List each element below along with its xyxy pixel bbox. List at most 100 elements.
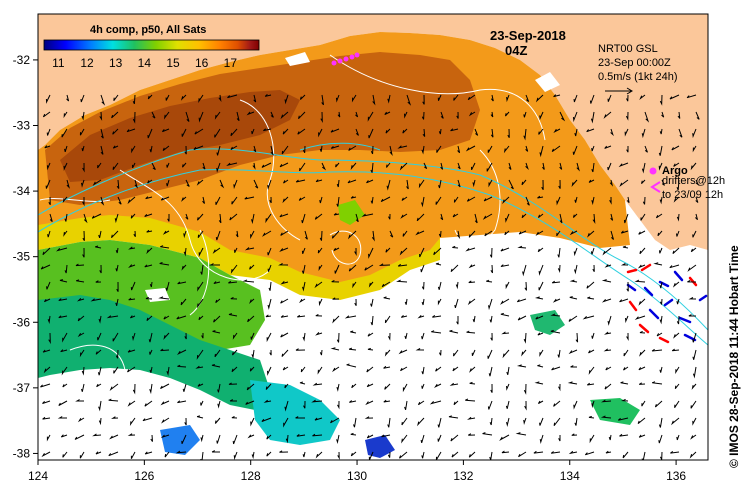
current-arrow [200,434,204,443]
current-arrow [99,264,102,274]
current-arrow [550,329,561,334]
current-arrow [471,349,476,357]
current-arrow [692,145,697,153]
current-arrow [486,279,493,283]
current-arrow [641,451,646,460]
current-arrow [575,332,579,343]
current-arrow [619,179,629,188]
current-arrow [505,400,510,409]
current-arrow [202,196,205,204]
current-arrow [284,400,289,412]
x-axis: 124 126 128 130 132 134 136 [28,460,686,483]
current-arrow [111,111,119,119]
current-arrow [669,264,680,269]
current-arrow [384,315,391,324]
current-arrow [422,94,425,105]
current-arrow [437,298,442,306]
current-arrow [586,128,595,133]
sst-yellow-band [38,215,440,300]
current-arrow [661,179,665,186]
current-arrow [48,196,51,206]
current-arrow [98,230,102,239]
current-arrow [399,451,408,459]
current-arrow [108,398,119,402]
current-arrow [228,382,238,385]
current-arrow [82,247,85,258]
current-arrow [367,332,374,337]
current-arrow [230,128,238,137]
current-arrow [215,298,221,303]
current-arrow [523,417,527,425]
current-arrow [61,128,68,138]
current-arrow [570,365,577,368]
current-arrow [214,349,221,358]
current-arrow [95,280,102,283]
current-arrow [387,94,391,104]
current-arrow [659,94,663,106]
current-arrow [330,417,340,424]
current-arrow [559,162,563,170]
current-arrow [574,264,578,275]
current-arrow [402,230,408,237]
current-arrow [558,179,561,189]
colorbar-label: 16 [195,56,209,70]
current-arrow [263,399,272,403]
current-arrow [466,196,476,202]
current-arrow [249,264,255,270]
current-arrow [524,400,527,411]
current-arrow [282,366,289,371]
scale-arrow-icon [605,87,633,95]
current-arrow [100,145,104,155]
current-arrow [457,162,461,170]
current-arrow [419,247,425,258]
current-arrow [620,230,629,234]
current-arrow [669,94,680,100]
current-arrow [232,332,238,340]
current-arrow [47,230,51,238]
current-arrow [383,365,391,369]
current-arrow [215,196,221,206]
current-arrow [389,230,394,238]
current-arrow [113,94,119,101]
current-arrow [128,297,136,301]
current-arrow [523,332,527,344]
current-arrow [406,94,412,106]
current-arrow [111,230,119,239]
drifter-marker-icon [650,181,661,193]
current-arrow [90,298,102,302]
current-arrow [591,400,595,409]
x-tick-label: 128 [241,469,261,483]
current-arrow [62,383,68,388]
current-arrow [486,162,493,172]
current-arrow [346,363,357,368]
current-arrow [232,434,238,445]
current-arrow [251,349,255,360]
current-arrow [435,262,442,266]
current-arrow [569,279,578,283]
current-arrow [366,179,374,184]
current-arrow [525,196,530,206]
current-arrow [625,111,629,121]
current-arrow [691,383,697,390]
current-arrow [350,451,357,457]
current-arrow [212,247,221,254]
current-arrow [246,111,255,116]
current-arrow [690,247,697,253]
current-arrow [384,383,391,390]
current-arrow [657,230,663,237]
current-arrow [488,366,493,377]
current-arrow [185,179,190,187]
current-arrow [387,332,391,341]
current-arrow [456,316,459,325]
current-arrow [537,195,544,199]
current-arrow [112,332,119,342]
current-arrow [160,383,170,389]
current-arrow [181,434,187,445]
current-arrow [149,383,153,395]
current-arrow [437,281,442,290]
current-arrow [431,330,442,334]
current-arrow [46,434,51,442]
y-tick-label: -35 [13,250,31,264]
current-arrow [62,196,68,204]
current-arrow [184,332,187,340]
